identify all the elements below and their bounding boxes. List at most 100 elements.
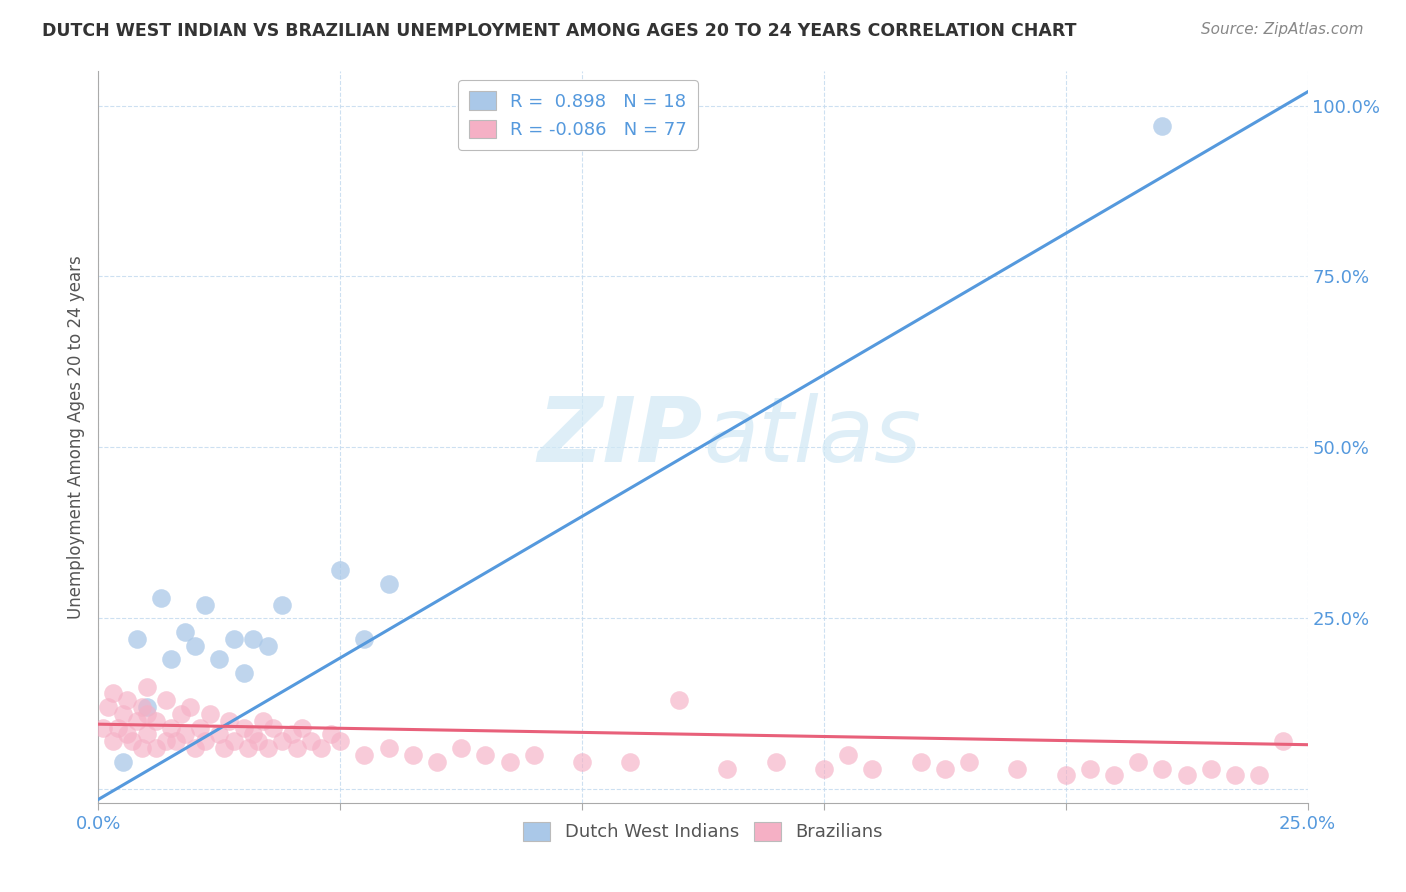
Point: [957, 755, 980, 769]
Point: [1199, 762, 1222, 776]
Point: [426, 755, 449, 769]
Point: [194, 734, 217, 748]
Point: [498, 755, 520, 769]
Point: [450, 741, 472, 756]
Point: [208, 652, 231, 666]
Point: [107, 721, 129, 735]
Point: [837, 747, 859, 762]
Legend: Dutch West Indians, Brazilians: Dutch West Indians, Brazilians: [516, 814, 890, 848]
Point: [329, 563, 352, 577]
Text: atlas: atlas: [703, 393, 921, 481]
Point: [619, 755, 641, 769]
Point: [179, 700, 201, 714]
Text: DUTCH WEST INDIAN VS BRAZILIAN UNEMPLOYMENT AMONG AGES 20 TO 24 YEARS CORRELATIO: DUTCH WEST INDIAN VS BRAZILIAN UNEMPLOYM…: [42, 22, 1077, 40]
Point: [256, 639, 278, 653]
Point: [1054, 768, 1077, 782]
Point: [813, 762, 835, 776]
Text: ZIP: ZIP: [537, 393, 703, 481]
Point: [184, 639, 207, 653]
Point: [242, 727, 264, 741]
Y-axis label: Unemployment Among Ages 20 to 24 years: Unemployment Among Ages 20 to 24 years: [66, 255, 84, 619]
Point: [111, 755, 134, 769]
Point: [160, 652, 183, 666]
Point: [377, 741, 399, 756]
Point: [271, 598, 294, 612]
Point: [262, 721, 284, 735]
Point: [212, 741, 235, 756]
Point: [281, 727, 304, 741]
Point: [290, 721, 312, 735]
Point: [135, 706, 157, 721]
Point: [1175, 768, 1198, 782]
Point: [1078, 762, 1101, 776]
Point: [252, 714, 274, 728]
Point: [218, 714, 240, 728]
Point: [309, 741, 332, 756]
Point: [160, 721, 183, 735]
Point: [91, 721, 114, 735]
Point: [101, 686, 124, 700]
Point: [101, 734, 124, 748]
Point: [174, 727, 197, 741]
Point: [523, 747, 546, 762]
Point: [299, 734, 322, 748]
Point: [208, 727, 231, 741]
Point: [131, 741, 153, 756]
Point: [716, 762, 738, 776]
Point: [402, 747, 425, 762]
Point: [1249, 768, 1271, 782]
Point: [127, 632, 149, 646]
Point: [285, 741, 308, 756]
Point: [271, 734, 294, 748]
Point: [150, 591, 173, 605]
Point: [474, 747, 496, 762]
Point: [135, 700, 157, 714]
Point: [668, 693, 690, 707]
Point: [1128, 755, 1150, 769]
Point: [1102, 768, 1125, 782]
Point: [198, 706, 221, 721]
Point: [329, 734, 352, 748]
Point: [165, 734, 187, 748]
Point: [1152, 119, 1174, 133]
Point: [127, 714, 149, 728]
Point: [117, 727, 139, 741]
Point: [765, 755, 787, 769]
Point: [247, 734, 270, 748]
Point: [222, 632, 245, 646]
Point: [571, 755, 593, 769]
Point: [256, 741, 278, 756]
Point: [222, 734, 245, 748]
Point: [188, 721, 211, 735]
Point: [353, 747, 375, 762]
Point: [135, 680, 157, 694]
Point: [131, 700, 153, 714]
Point: [155, 693, 177, 707]
Point: [1007, 762, 1029, 776]
Point: [232, 721, 254, 735]
Point: [174, 624, 197, 639]
Point: [111, 706, 134, 721]
Point: [155, 734, 177, 748]
Point: [934, 762, 956, 776]
Point: [194, 598, 217, 612]
Text: Source: ZipAtlas.com: Source: ZipAtlas.com: [1201, 22, 1364, 37]
Point: [1152, 762, 1174, 776]
Point: [232, 665, 254, 680]
Point: [860, 762, 883, 776]
Point: [117, 693, 139, 707]
Point: [353, 632, 375, 646]
Point: [1272, 734, 1295, 748]
Point: [97, 700, 120, 714]
Point: [238, 741, 260, 756]
Point: [145, 714, 167, 728]
Point: [145, 741, 167, 756]
Point: [169, 706, 191, 721]
Point: [242, 632, 264, 646]
Point: [121, 734, 143, 748]
Point: [319, 727, 342, 741]
Point: [910, 755, 932, 769]
Point: [377, 577, 399, 591]
Point: [1223, 768, 1246, 782]
Point: [135, 727, 157, 741]
